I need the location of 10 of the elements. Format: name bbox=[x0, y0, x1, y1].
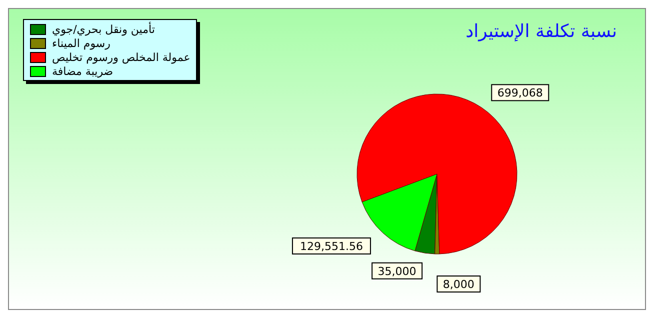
chart-title: نسبة تكلفة الإستيراد bbox=[466, 21, 617, 42]
data-label: 35,000 bbox=[378, 264, 416, 278]
data-label: 8,000 bbox=[442, 278, 474, 291]
legend-label: ضريبة مضافة bbox=[52, 64, 114, 78]
pie-slice bbox=[362, 174, 438, 252]
legend-label: تأمين ونقل بحري/جوي bbox=[52, 22, 155, 36]
legend-label: عمولة المخلص ورسوم تخليص bbox=[52, 50, 190, 64]
data-label: 129,551.56 bbox=[300, 240, 363, 253]
legend-label: رسوم الميناء bbox=[52, 36, 110, 50]
data-label: 699,068 bbox=[497, 86, 543, 100]
